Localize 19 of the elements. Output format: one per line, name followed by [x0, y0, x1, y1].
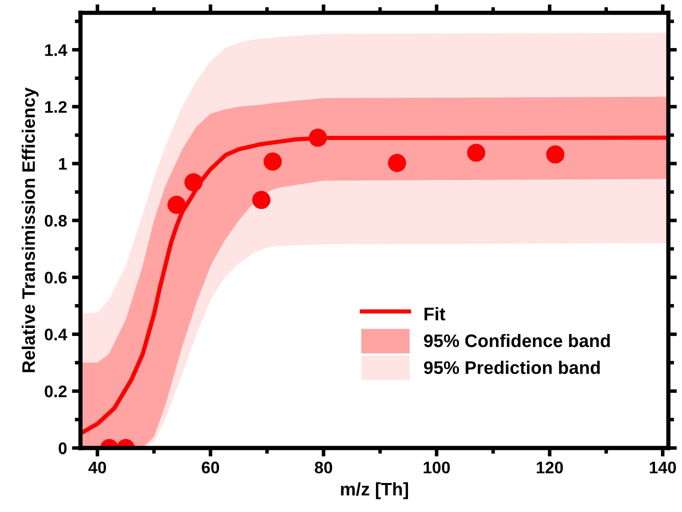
x-tick-label: 140 — [650, 462, 676, 474]
x-axis-title: m/z [Th] — [341, 482, 408, 500]
y-tick-label: 0.4 — [44, 328, 68, 340]
x-tick-label: 80 — [314, 462, 332, 474]
y-tick-label: 0 — [58, 442, 67, 454]
x-tick-label: 100 — [424, 462, 450, 474]
legend-label: 95% Confidence band — [424, 334, 610, 348]
y-tick-label: 0.8 — [44, 214, 67, 227]
x-tick-label: 120 — [536, 462, 563, 474]
y-tick-label: 1.4 — [45, 44, 68, 56]
legend-label: 95% Prediction band — [424, 360, 600, 374]
x-tick-label: 40 — [88, 462, 106, 474]
y-tick-label: 0.6 — [44, 272, 67, 284]
x-tick-label: 60 — [202, 462, 220, 474]
legend-label: Fit — [424, 307, 446, 320]
y-tick-label: 0.2 — [44, 386, 67, 398]
y-tick-label: 1 — [59, 158, 67, 170]
y-axis-title: Relative Transimission Efficiency — [22, 87, 39, 372]
y-tick-label: 1.2 — [45, 101, 67, 113]
